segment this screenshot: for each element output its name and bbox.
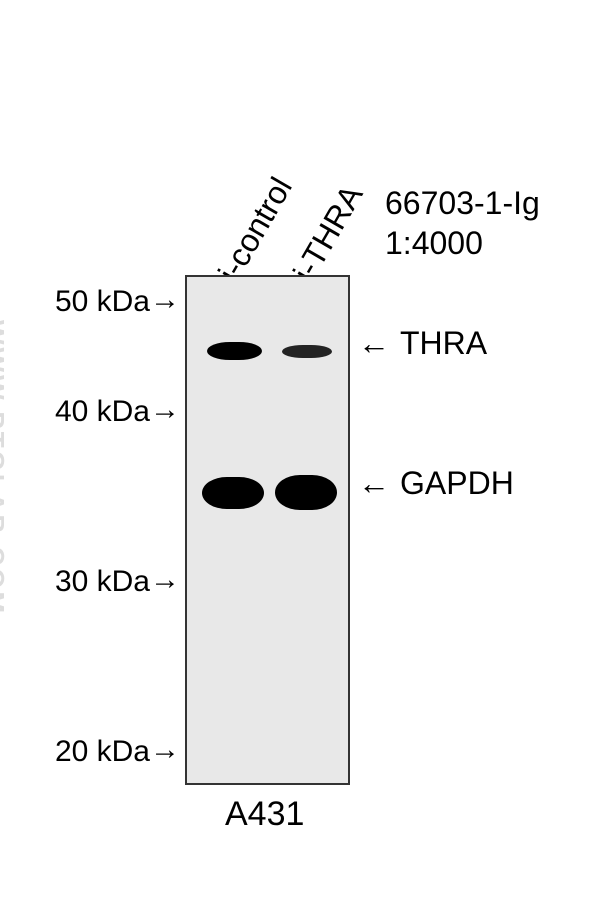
marker-30-arrow: →: [150, 563, 180, 597]
gapdh-label: GAPDH: [400, 465, 514, 502]
dilution-label: 1:4000: [385, 225, 483, 262]
marker-40kda: 40 kDa: [45, 395, 150, 429]
thra-band-lane2: [282, 345, 332, 358]
marker-20kda: 20 kDa: [45, 735, 150, 769]
gapdh-arrow: ←: [358, 465, 390, 502]
watermark-text: WWW.PTGLAB.COM: [0, 320, 10, 616]
gapdh-band-lane2: [275, 475, 337, 510]
gapdh-band-lane1: [202, 477, 264, 509]
thra-arrow: ←: [358, 325, 390, 362]
catalog-number: 66703-1-Ig: [385, 185, 540, 222]
marker-20-arrow: →: [150, 733, 180, 767]
marker-30kda: 30 kDa: [45, 565, 150, 599]
thra-label: THRA: [400, 325, 487, 362]
cellline-label: A431: [225, 795, 304, 834]
marker-50kda: 50 kDa: [45, 285, 150, 319]
marker-40-arrow: →: [150, 393, 180, 427]
marker-50-arrow: →: [150, 283, 180, 317]
blot-image: [185, 275, 350, 785]
thra-band-lane1: [207, 342, 262, 360]
